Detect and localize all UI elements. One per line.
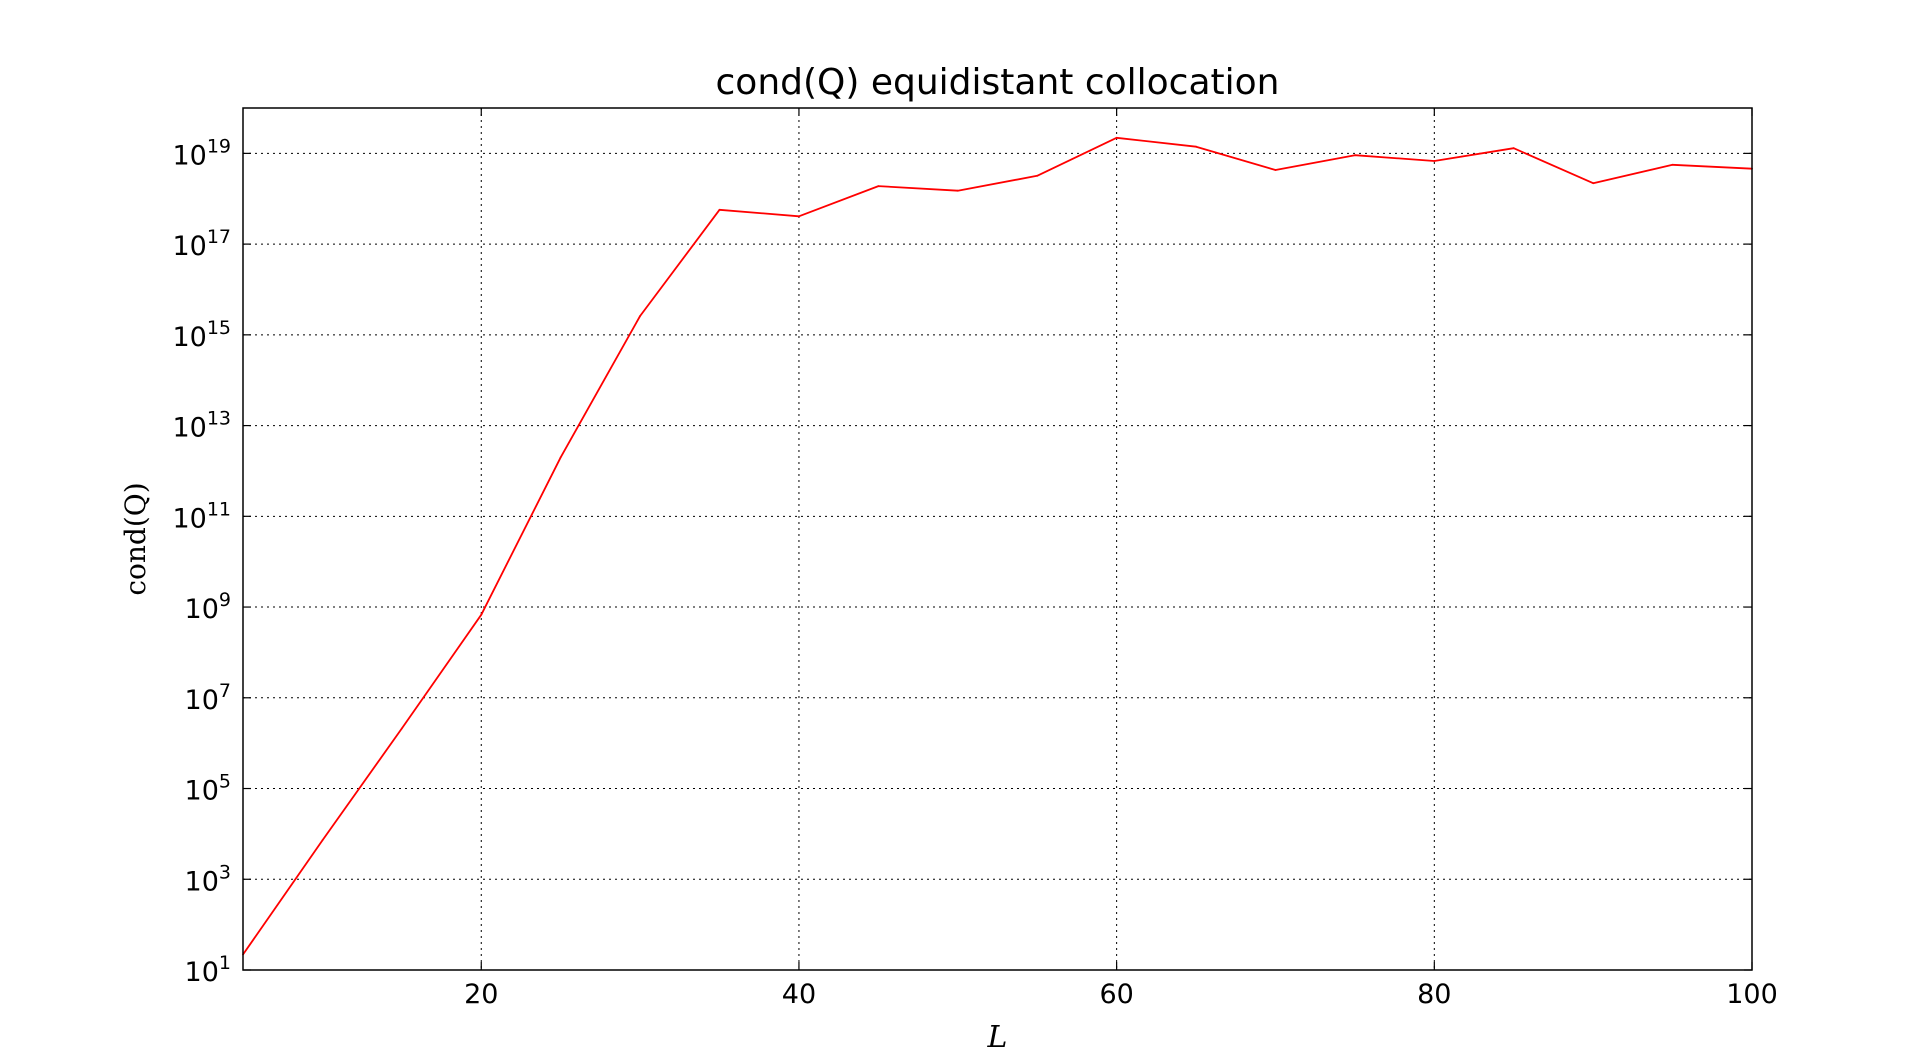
chart-title: cond(Q) equidistant collocation (716, 62, 1280, 103)
data-point (1274, 169, 1277, 171)
data-point (798, 215, 800, 218)
y-tick-exponent: 7 (219, 680, 231, 702)
data-point (1592, 182, 1595, 185)
y-tick-label: 101 (185, 952, 231, 988)
y-tick-base: 10 (185, 866, 219, 897)
y-axis-label: cond(Q) (119, 482, 152, 595)
y-tick-exponent: 19 (207, 135, 231, 157)
y-tick-base: 10 (185, 685, 219, 716)
data-point (639, 315, 641, 317)
data-point (1433, 160, 1436, 162)
y-tick-base: 10 (172, 140, 206, 171)
ticks (243, 108, 1753, 971)
data-point (400, 727, 403, 730)
plot-area-frame (242, 107, 1753, 971)
y-tick-exponent: 11 (207, 498, 231, 520)
data-point (1115, 136, 1118, 139)
y-tick-exponent: 1 (219, 952, 231, 974)
x-tick-label: 40 (782, 979, 816, 1010)
y-tick-label: 1011 (172, 498, 231, 534)
y-tick-label: 109 (185, 589, 231, 625)
data-point (321, 839, 324, 842)
data-point (956, 189, 959, 192)
y-tick-label: 105 (185, 771, 231, 807)
x-tick-label: 80 (1417, 979, 1451, 1010)
y-tick-base: 10 (185, 776, 219, 807)
x-tick-labels: 20 40 60 80 100 (464, 979, 1778, 1010)
x-tick-label: 100 (1726, 979, 1778, 1010)
data-line-layer (242, 136, 1753, 956)
y-tick-exponent: 5 (219, 771, 231, 793)
data-point (718, 208, 721, 211)
data-point (1512, 147, 1515, 150)
y-tick-exponent: 15 (207, 317, 231, 339)
y-tick-exponent: 9 (219, 589, 231, 611)
data-point (1354, 154, 1356, 157)
y-tick-label: 107 (185, 680, 231, 716)
y-tick-base: 10 (185, 594, 219, 625)
y-tick-base: 10 (172, 322, 206, 353)
y-tick-exponent: 3 (219, 861, 231, 883)
y-tick-exponent: 17 (207, 226, 231, 248)
data-point (877, 185, 880, 188)
y-tick-label: 1019 (172, 135, 231, 171)
y-tick-base: 10 (185, 957, 219, 988)
y-tick-base: 10 (172, 503, 206, 534)
data-point (559, 456, 562, 459)
data-point (480, 613, 483, 616)
y-tick-base: 10 (172, 231, 206, 262)
data-point (1036, 174, 1039, 177)
data-point (1195, 145, 1197, 148)
y-tick-label: 1015 (172, 317, 231, 353)
x-axis-label: L (987, 1020, 1008, 1055)
x-tick-label: 20 (464, 979, 498, 1010)
y-tick-base: 10 (172, 413, 206, 444)
x-tick-label: 60 (1099, 979, 1133, 1010)
data-point (1671, 163, 1674, 166)
series-line (242, 136, 1753, 956)
y-tick-label: 103 (185, 861, 231, 897)
y-tick-label: 1017 (172, 226, 231, 262)
y-tick-exponent: 13 (207, 408, 231, 430)
y-tick-label: 1013 (172, 408, 231, 444)
